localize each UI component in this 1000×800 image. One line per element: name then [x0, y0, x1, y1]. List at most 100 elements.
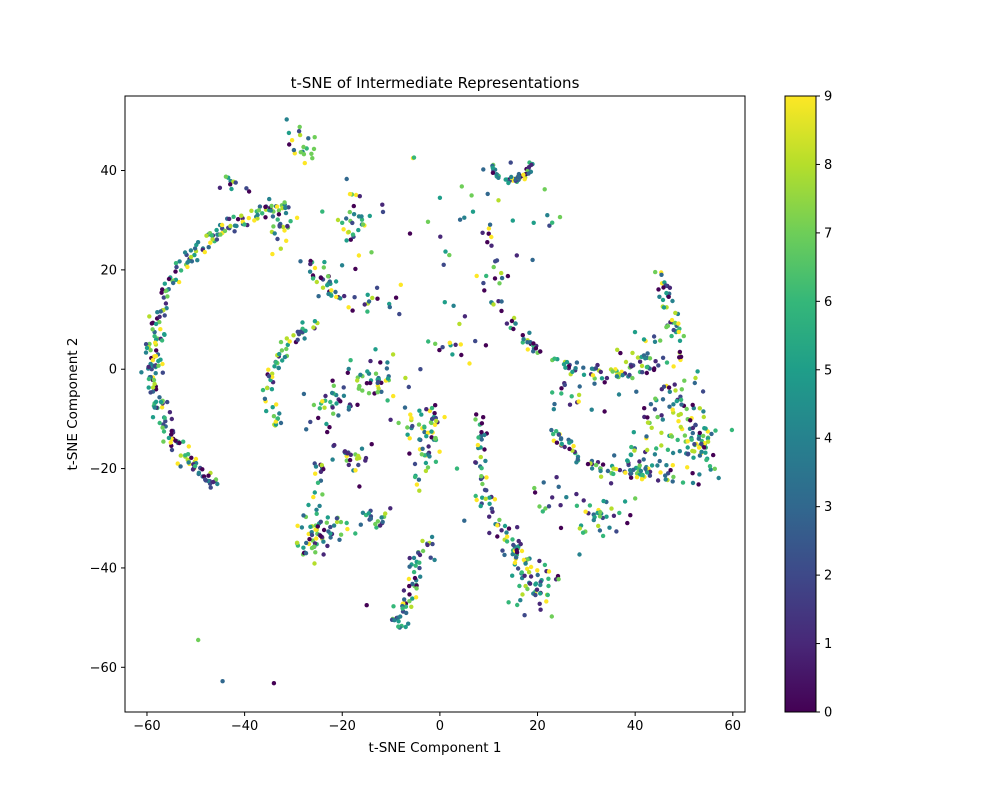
scatter-point: [596, 523, 601, 529]
scatter-point: [171, 280, 176, 286]
scatter-point: [160, 425, 165, 430]
scatter-point: [637, 459, 642, 464]
scatter-point: [705, 436, 711, 441]
scatter-point: [462, 215, 467, 220]
scatter-point: [527, 330, 532, 335]
scatter-point: [274, 402, 279, 407]
scatter-point: [412, 461, 418, 467]
scatter-point: [411, 155, 417, 160]
scatter-point: [607, 525, 612, 530]
scatter-point: [168, 440, 173, 445]
scatter-point: [675, 437, 680, 443]
scatter-point: [653, 359, 658, 364]
colorbar-tick-label: 8: [824, 158, 832, 173]
colorbar-tick-label: 5: [824, 363, 832, 378]
scatter-point: [639, 477, 645, 482]
scatter-point: [564, 359, 570, 365]
scatter-point: [499, 299, 504, 304]
scatter-point: [406, 621, 411, 626]
scatter-point: [480, 495, 485, 500]
scatter-point: [716, 475, 721, 481]
scatter-point: [602, 409, 607, 414]
scatter-point: [362, 302, 367, 307]
scatter-point: [494, 258, 500, 263]
scatter-point: [600, 533, 606, 539]
scatter-point: [557, 214, 563, 220]
scatter-point: [307, 537, 312, 542]
scatter-point: [437, 449, 442, 454]
scatter-point: [264, 408, 269, 414]
colorbar-tick-label: 6: [824, 295, 832, 310]
scatter-point: [487, 501, 492, 506]
scatter-point: [266, 367, 271, 372]
scatter-point: [350, 220, 355, 226]
scatter-point: [346, 462, 351, 468]
scatter-point: [160, 370, 165, 375]
scatter-point: [649, 463, 655, 468]
scatter-point: [656, 363, 661, 368]
scatter-point: [287, 142, 292, 147]
scatter-point: [670, 479, 675, 484]
scatter-point: [479, 474, 484, 479]
scatter-point: [442, 300, 447, 305]
scatter-point: [676, 412, 681, 418]
scatter-point: [640, 472, 645, 478]
scatter-point: [522, 613, 527, 618]
scatter-point: [161, 429, 167, 434]
scatter-point: [610, 369, 615, 374]
scatter-point: [403, 604, 409, 609]
scatter-point: [173, 438, 178, 443]
scatter-point: [417, 437, 422, 442]
scatter-point: [155, 310, 160, 315]
scatter-point: [658, 338, 663, 343]
scatter-point: [325, 283, 330, 288]
scatter-point: [490, 170, 496, 175]
scatter-point: [176, 279, 182, 285]
scatter-point: [482, 432, 487, 438]
scatter-point: [208, 485, 213, 490]
scatter-point: [702, 441, 707, 446]
scatter-point: [577, 552, 582, 557]
scatter-point: [285, 342, 290, 347]
scatter-point: [359, 214, 364, 219]
scatter-point: [690, 471, 695, 476]
scatter-point: [558, 525, 564, 531]
scatter-point: [196, 637, 201, 643]
scatter-point: [304, 540, 309, 546]
scatter-point: [516, 538, 521, 544]
scatter-point: [598, 510, 603, 515]
scatter-point: [637, 359, 643, 364]
scatter-point: [185, 264, 190, 270]
scatter-point: [355, 378, 360, 383]
scatter-point: [337, 537, 342, 542]
scatter-point: [146, 385, 151, 390]
scatter-point: [592, 381, 597, 386]
scatter-point: [375, 379, 381, 385]
scatter-point: [429, 416, 435, 422]
scatter-point: [192, 246, 198, 251]
scatter-point: [320, 492, 325, 497]
scatter-point: [532, 485, 537, 491]
scatter-point: [550, 220, 555, 225]
scatter-point: [575, 457, 580, 462]
scatter-point: [500, 548, 505, 553]
scatter-point: [668, 468, 673, 473]
scatter-point: [407, 451, 412, 456]
scatter-point: [644, 370, 649, 376]
scatter-point: [482, 288, 487, 293]
scatter-point: [655, 463, 660, 468]
scatter-point: [474, 412, 479, 417]
scatter-point: [338, 532, 344, 537]
scatter-point: [270, 251, 275, 257]
scatter-point: [329, 390, 335, 396]
scatter-point: [486, 231, 491, 236]
scatter-point: [318, 519, 323, 524]
scatter-point: [275, 236, 280, 242]
scatter-point: [177, 440, 182, 446]
scatter-point: [342, 293, 347, 299]
scatter-point: [311, 325, 316, 330]
scatter-point: [628, 468, 633, 473]
scatter-point: [383, 511, 388, 516]
scatter-point: [652, 452, 658, 457]
scatter-point: [229, 186, 234, 192]
